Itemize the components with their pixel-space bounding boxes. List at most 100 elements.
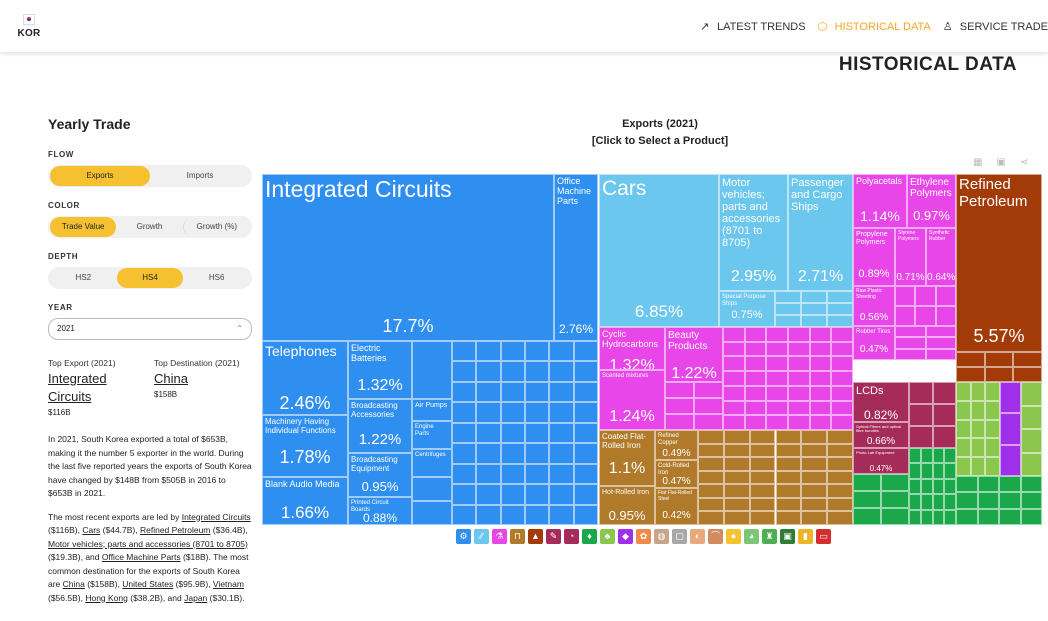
treemap-tile[interactable] [723, 484, 750, 498]
treemap-tile-integrated-circuits[interactable]: Integrated Circuits 17.7% [262, 174, 554, 341]
treemap-tile[interactable] [775, 497, 802, 512]
treemap-tile-broadcasting-equipment[interactable]: Broadcasting Equipment 0.95% [348, 453, 412, 497]
treemap-tile[interactable] [573, 381, 598, 403]
treemap-tile[interactable] [944, 494, 956, 510]
treemap-tile[interactable] [944, 478, 956, 495]
shirt-icon[interactable]: ♦ [582, 529, 597, 544]
treemap-tile[interactable] [970, 419, 986, 439]
treemap-tile[interactable] [1013, 352, 1042, 367]
treemap-tile-engine-parts[interactable]: Engine Parts [412, 421, 452, 449]
treemap-tile[interactable] [665, 382, 694, 398]
treemap-tile[interactable] [525, 381, 550, 403]
treemap-tile-rubber-tires[interactable]: Rubber Tires 0.47% [853, 326, 895, 360]
nav-service-trade[interactable]: ♙ SERVICE TRADE [942, 20, 1048, 34]
road-icon[interactable]: ∕∕ [474, 529, 489, 544]
treemap-tile[interactable] [984, 352, 1014, 367]
treemap-tile[interactable] [549, 381, 574, 403]
treemap-tile[interactable] [766, 415, 788, 430]
treemap-tile[interactable] [698, 470, 724, 485]
treemap-tile-cold-rolled-iron[interactable]: Cold-Rolled Iron 0.47% [655, 460, 698, 488]
treemap-tile[interactable] [895, 348, 926, 360]
treemap-tile-motor-vehicles-parts-and-accessories-8701-to-8705[interactable]: Motor vehicles; parts and accessories (8… [719, 174, 788, 291]
treemap-tile[interactable] [744, 356, 767, 372]
treemap-tile[interactable] [977, 492, 999, 509]
treemap-tile[interactable] [723, 430, 750, 444]
treemap-tile[interactable] [932, 509, 945, 525]
treemap-tile[interactable] [549, 402, 574, 423]
treemap-tile[interactable] [1020, 508, 1042, 525]
treemap-tile[interactable] [549, 484, 574, 505]
treemap-tile[interactable] [788, 385, 810, 401]
treemap-tile[interactable] [476, 341, 501, 362]
nav-historical-data[interactable]: ⬡ HISTORICAL DATA [817, 20, 931, 34]
treemap-tile[interactable] [476, 504, 501, 525]
treemap-tile[interactable] [853, 508, 881, 525]
treemap-tile-centrifuges[interactable]: Centrifuges [412, 449, 452, 477]
treemap-tile-electric-batteries[interactable]: Electric Batteries 1.32% [348, 341, 412, 399]
treemap-tile[interactable] [801, 470, 828, 485]
treemap-tile[interactable] [895, 326, 926, 338]
treemap-tile[interactable] [985, 457, 1000, 476]
treemap-tile[interactable] [744, 400, 767, 416]
hide-icon[interactable]: ◐ [690, 529, 705, 544]
treemap-tile[interactable] [525, 504, 550, 525]
treemap-tile[interactable] [723, 470, 750, 485]
color-growth-option[interactable]: Growth [136, 222, 163, 231]
oil-icon[interactable]: ▲ [528, 529, 543, 544]
share-icon[interactable]: ⋖ [1019, 157, 1029, 168]
vegetable-icon[interactable]: ◕ [744, 529, 759, 544]
treemap-tile[interactable] [895, 337, 926, 349]
treemap-tile[interactable] [920, 448, 933, 464]
treemap-tile[interactable] [476, 381, 501, 403]
treemap-tile-broadcasting-accessories[interactable]: Broadcasting Accessories 1.22% [348, 399, 412, 453]
microscope-icon[interactable]: ✎ [546, 529, 561, 544]
treemap-tile-synthetic-rubber[interactable]: Synthetic Rubber 0.64% [926, 228, 956, 286]
treemap-tile[interactable] [749, 511, 776, 525]
treemap-tile[interactable] [1021, 382, 1042, 406]
leaf-icon[interactable]: ✿ [636, 529, 651, 544]
treemap-tile[interactable] [999, 492, 1021, 509]
treemap-tile[interactable] [766, 385, 788, 401]
treemap-tile[interactable] [549, 341, 574, 362]
treemap-tile-refined-petroleum[interactable]: Refined Petroleum 5.57% [956, 174, 1042, 352]
treemap-tile-cyclic-hydrocarbons[interactable]: Cyclic Hydrocarbons 1.32% [599, 327, 665, 370]
treemap-tile[interactable] [831, 356, 853, 372]
treemap-tile[interactable] [452, 341, 477, 362]
color-trade-value-option[interactable]: Trade Value [50, 217, 117, 237]
treemap-tile[interactable] [909, 404, 933, 426]
gauge-icon[interactable]: ◔ [564, 529, 579, 544]
treemap-tile[interactable] [723, 356, 745, 372]
stone-icon[interactable]: ◍ [654, 529, 669, 544]
treemap-tile[interactable] [827, 511, 853, 525]
treemap-tile[interactable] [476, 484, 501, 505]
treemap-tile[interactable] [956, 476, 978, 493]
depth-hs4-option[interactable]: HS4 [116, 268, 184, 288]
treemap-tile[interactable] [909, 382, 933, 404]
treemap-tile[interactable] [723, 371, 745, 386]
treemap-tile[interactable] [775, 315, 801, 327]
treemap-tile[interactable] [500, 361, 525, 382]
treemap-tile[interactable] [915, 306, 936, 326]
treemap-tile[interactable] [452, 443, 477, 464]
treemap-tile-office-machine-parts[interactable]: Office Machine Parts 2.76% [554, 174, 598, 341]
treemap-tile[interactable] [809, 327, 832, 342]
treemap-tile[interactable] [452, 422, 477, 444]
treemap-tile-cars[interactable]: Cars 6.85% [599, 174, 719, 327]
treemap-tile[interactable] [909, 478, 921, 495]
treemap-tile[interactable] [956, 382, 971, 401]
treemap-tile[interactable] [801, 430, 828, 444]
treemap-tile[interactable] [831, 400, 853, 416]
treemap-tile[interactable] [452, 402, 477, 423]
treemap-tile[interactable] [452, 381, 477, 403]
treemap-tile[interactable] [956, 508, 978, 525]
treemap-tile[interactable] [573, 402, 598, 423]
treemap-tile[interactable] [452, 361, 477, 382]
treemap-tile[interactable] [549, 361, 574, 382]
treemap-tile[interactable] [956, 419, 971, 439]
treemap-tile[interactable] [827, 470, 853, 485]
treemap-tile[interactable] [573, 361, 598, 382]
treemap-tile[interactable] [500, 422, 525, 444]
treemap-tile[interactable] [723, 415, 745, 430]
depth-hs6-option[interactable]: HS6 [208, 273, 225, 282]
treemap-tile[interactable] [694, 414, 723, 430]
